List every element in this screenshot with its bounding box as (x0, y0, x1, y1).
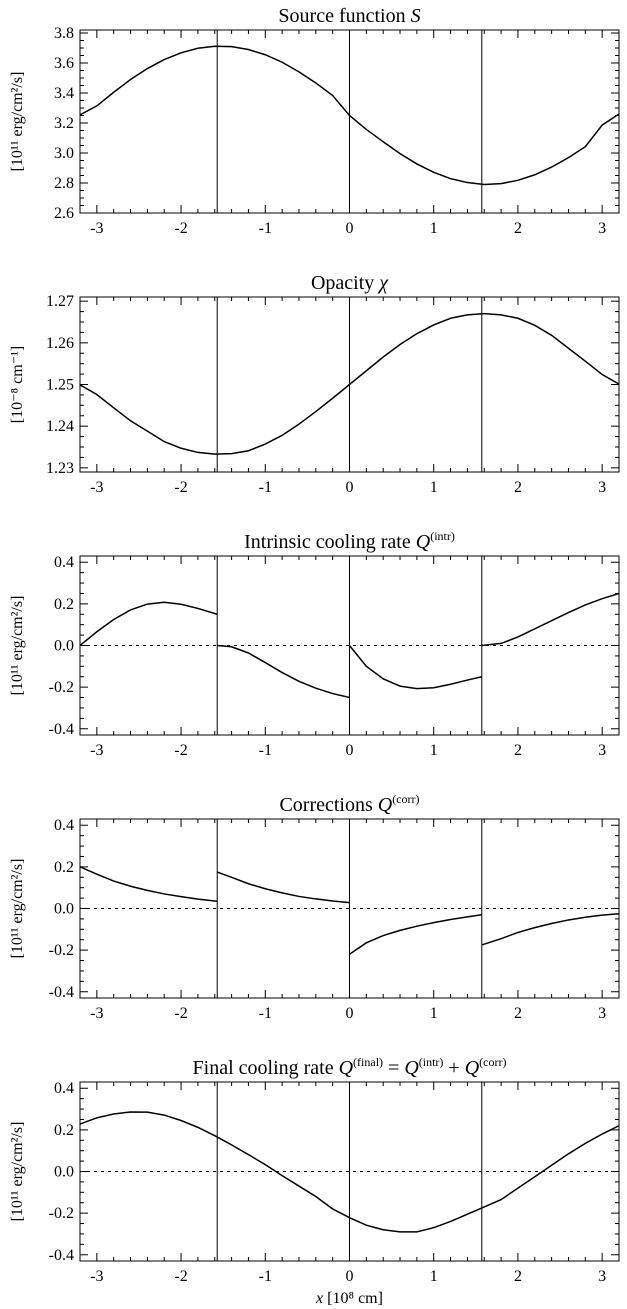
x-tick-label: -1 (259, 479, 272, 496)
x-tick-label: 2 (514, 1005, 522, 1022)
x-tick-label: 0 (346, 220, 354, 237)
y-tick-label: 0.0 (54, 901, 74, 918)
series-line-1 (80, 866, 218, 902)
chart-panel-1: Source function S -3 -2 -1 0 1 2 3 2.6 2.8 3.0 3.2 3… (9, 5, 620, 237)
series-line-2 (217, 644, 350, 699)
y-tick-label: 1.27 (46, 293, 74, 310)
x-tick-label: 3 (598, 220, 606, 237)
series-line-4 (481, 912, 619, 946)
chart-panel-2: Opacity χ -3 -2 -1 0 1 2 3 1.23 1.24 1.25 1.26 1.27 [… (9, 272, 620, 496)
y-tick-label: 0.2 (54, 1122, 74, 1139)
chart-title: Opacity χ (311, 272, 389, 294)
y-tick-label: 0.2 (54, 596, 74, 613)
series-line-4 (481, 592, 619, 647)
y-tick-label: 1.25 (46, 377, 74, 394)
y-tick-label: -0.2 (49, 1205, 74, 1222)
y-tick-label: 3.2 (54, 115, 74, 132)
x-tick-label: -3 (90, 742, 103, 759)
y-tick-label: 0.2 (54, 859, 74, 876)
y-tick-label: 0.4 (54, 817, 74, 834)
x-tick-label: 0 (346, 1268, 354, 1285)
x-tick-label: 0 (346, 1005, 354, 1022)
x-tick-label: -1 (259, 220, 272, 237)
y-tick-label: 0.0 (54, 1164, 74, 1181)
y-tick-label: -0.4 (49, 1247, 74, 1264)
x-tick-label: -3 (90, 220, 103, 237)
x-tick-label: -1 (259, 742, 272, 759)
x-tick-label: 2 (514, 742, 522, 759)
y-axis-label: [10¹¹ erg/cm²/s] (9, 859, 26, 959)
y-tick-label: -0.4 (49, 984, 74, 1001)
y-axis-label: [10⁻⁸ cm⁻¹] (9, 346, 26, 423)
series-line-1 (80, 1111, 619, 1233)
series-line-3 (348, 645, 482, 690)
chart-title: Final cooling rate Q(final) = Q(intr) + … (193, 1055, 507, 1079)
x-axis-label: x [10⁸ cm] (315, 1290, 383, 1307)
y-tick-label: 3.4 (54, 85, 74, 102)
x-tick-label: -2 (174, 1268, 187, 1285)
series-line-1 (80, 45, 619, 186)
y-tick-label: 3.8 (54, 25, 74, 42)
x-tick-label: -1 (259, 1005, 272, 1022)
x-tick-label: 2 (514, 220, 522, 237)
y-axis-label: [10¹¹ erg/cm²/s] (9, 72, 26, 172)
x-tick-label: 0 (346, 742, 354, 759)
y-tick-label: 3.6 (54, 55, 74, 72)
series-line-1 (80, 601, 218, 647)
x-tick-label: -3 (90, 1268, 103, 1285)
x-tick-label: -3 (90, 479, 103, 496)
chart-title: Intrinsic cooling rate Q(intr) (244, 529, 455, 553)
y-tick-label: 1.23 (46, 460, 74, 477)
y-tick-label: -0.4 (49, 721, 74, 738)
x-tick-label: 0 (346, 479, 354, 496)
x-tick-label: 1 (430, 1005, 438, 1022)
x-tick-label: -2 (174, 479, 187, 496)
x-tick-label: 1 (430, 742, 438, 759)
y-tick-label: 0.4 (54, 1080, 74, 1097)
y-tick-label: 3.0 (54, 145, 74, 162)
y-tick-label: -0.2 (49, 679, 74, 696)
series-line-1 (80, 312, 619, 455)
x-tick-label: 2 (514, 479, 522, 496)
x-tick-label: 3 (598, 1005, 606, 1022)
y-tick-label: 0.0 (54, 638, 74, 655)
x-tick-label: -2 (174, 220, 187, 237)
y-tick-label: 1.26 (46, 335, 74, 352)
series-line-3 (349, 913, 482, 955)
x-tick-label: 3 (598, 1268, 606, 1285)
chart-panel-4: Corrections Q(corr) -3 -2 -1 0 1 2 3 -0.4 -0.2 0.0… (9, 792, 620, 1022)
y-tick-label: -0.2 (49, 942, 74, 959)
y-axis-label: [10¹¹ erg/cm²/s] (9, 596, 26, 696)
x-tick-label: 3 (598, 742, 606, 759)
x-tick-label: 2 (514, 1268, 522, 1285)
x-tick-label: -1 (259, 1268, 272, 1285)
x-tick-label: 1 (430, 479, 438, 496)
series-line-2 (216, 871, 350, 904)
x-tick-label: 1 (430, 220, 438, 237)
y-tick-label: 2.6 (54, 205, 74, 222)
y-tick-label: 2.8 (54, 175, 74, 192)
chart-title: Corrections Q(corr) (279, 792, 419, 816)
chart-panel-5: Final cooling rate Q(final) = Q(intr) + … (9, 1055, 620, 1307)
x-tick-label: 1 (430, 1268, 438, 1285)
y-tick-label: 0.4 (54, 554, 74, 571)
x-tick-label: -3 (90, 1005, 103, 1022)
chart-title: Source function S (278, 5, 420, 27)
y-axis-label: [10¹¹ erg/cm²/s] (9, 1122, 26, 1222)
x-tick-label: -2 (174, 742, 187, 759)
x-tick-label: -2 (174, 1005, 187, 1022)
x-tick-label: 3 (598, 479, 606, 496)
chart-panel-3: Intrinsic cooling rate Q(intr) -3 -2 -1 0 1 2 3… (9, 529, 620, 759)
y-tick-label: 1.24 (46, 418, 74, 435)
